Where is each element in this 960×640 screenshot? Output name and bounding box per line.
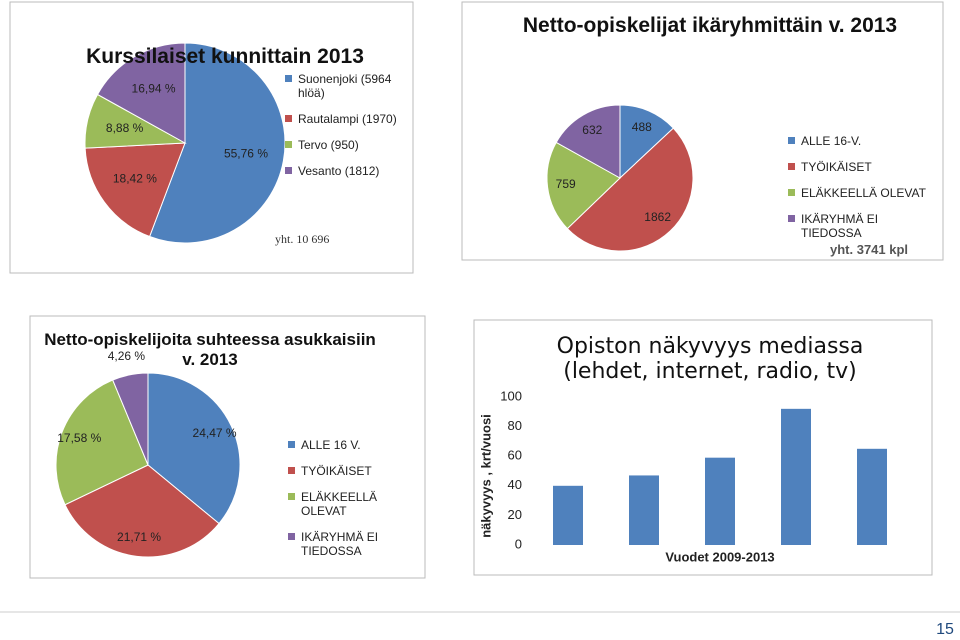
y-tick-label: 40 — [508, 477, 522, 492]
legend-label: ALLE 16-V. — [801, 134, 862, 148]
y-axis-label: näkyvyys , krt/vuosi — [478, 414, 493, 538]
pie-slice — [566, 127, 694, 252]
legend-swatch — [788, 215, 795, 222]
chart-frame — [461, 1, 944, 261]
y-tick-label: 20 — [508, 507, 522, 522]
pie-slice — [147, 372, 241, 525]
legend: ALLE 16-V. TYÖIKÄISET ELÄKKEELLÄ OLEVAT IKÄ… — [788, 134, 938, 252]
data-label: 17,58 % — [57, 431, 101, 445]
y-tick-label: 0 — [515, 536, 522, 551]
data-label: 21,71 % — [117, 530, 161, 544]
legend-entry: TYÖIKÄISET — [288, 464, 423, 478]
legend-label: Rautalampi (1970) — [298, 112, 397, 126]
x-axis-label: Vuodet 2009-2013 — [665, 549, 774, 564]
bar — [553, 485, 583, 545]
pie-slice — [555, 104, 621, 179]
data-label: 1862 — [644, 210, 671, 224]
note: yht. 3741 kpl — [830, 242, 909, 257]
data-label: 8,88 % — [106, 121, 144, 135]
legend-label: ALLE 16 V. — [301, 438, 361, 452]
legend-label: IKÄRYHMÄ EI TIEDOSSA — [801, 212, 879, 240]
legend-entry: Tervo (950) — [285, 138, 400, 152]
legend-entry: ALLE 16 V. — [288, 438, 423, 452]
data-label: 16,94 % — [132, 82, 176, 96]
legend: ALLE 16 V. TYÖIKÄISET ELÄKKEELLÄ OLEVAT IKÄ… — [288, 438, 423, 570]
legend-swatch — [285, 75, 292, 82]
pie-slice — [64, 464, 220, 558]
legend-entry: Vesanto (1812) — [285, 164, 400, 178]
y-tick-label: 100 — [500, 388, 522, 403]
bar — [629, 475, 659, 545]
legend-swatch — [788, 163, 795, 170]
legend: Suonenjoki (5964 hlöä) Rautalampi (1970) T… — [285, 72, 400, 190]
legend-swatch — [788, 137, 795, 144]
legend-swatch — [788, 189, 795, 196]
pie-slice — [619, 104, 675, 180]
bar — [781, 408, 811, 545]
pie-slice — [112, 372, 149, 466]
legend-entry: ELÄKKEELLÄ OLEVAT — [788, 186, 938, 200]
legend-swatch — [285, 141, 292, 148]
legend-entry: ALLE 16-V. — [788, 134, 938, 148]
pie-slice — [546, 141, 621, 230]
chart-title: Netto-opiskelijat ikäryhmittäin v. 2013 — [522, 14, 898, 37]
pie-slice — [96, 42, 186, 144]
data-label: 18,42 % — [113, 172, 157, 186]
chart-title: Netto-opiskelijoita suhteessa asukkaisii… — [44, 330, 376, 369]
data-label: 759 — [556, 177, 576, 191]
legend-label: ELÄKKEELLÄ OLEVAT — [801, 186, 926, 200]
data-label: 632 — [582, 123, 602, 137]
data-label: 488 — [632, 120, 652, 134]
legend-label: Vesanto (1812) — [298, 164, 380, 178]
pie-slice — [55, 379, 149, 506]
note: yht. 10 696 — [275, 232, 330, 246]
bar — [705, 457, 735, 545]
legend-swatch — [288, 533, 295, 540]
pie-slice — [84, 142, 186, 238]
legend-entry: ELÄKKEELLÄ OLEVAT — [288, 490, 423, 518]
bar — [857, 448, 887, 545]
legend-entry: Rautalampi (1970) — [285, 112, 400, 126]
y-tick-label: 80 — [508, 418, 522, 433]
legend-swatch — [288, 467, 295, 474]
legend-swatch — [285, 115, 292, 122]
legend-label: Tervo (950) — [298, 138, 359, 152]
legend-swatch — [285, 167, 292, 174]
legend-swatch — [288, 493, 295, 500]
chart-title: Opiston näkyvyys mediassa (lehdet, inter… — [556, 334, 864, 385]
page-number: 15 — [936, 621, 954, 638]
data-label: 24,47 % — [193, 426, 237, 440]
legend-swatch — [288, 441, 295, 448]
chart-frame — [473, 319, 933, 576]
legend-label: ELÄKKEELLÄ OLEVAT — [301, 490, 378, 518]
legend-entry: IKÄRYHMÄ EI TIEDOSSA — [288, 530, 423, 558]
legend-label: TYÖIKÄISET — [301, 464, 372, 478]
chart-title: Kurssilaiset kunnittain 2013 — [86, 45, 364, 68]
pie-slice — [148, 42, 286, 244]
legend-entry: Suonenjoki (5964 hlöä) — [285, 72, 400, 100]
y-tick-label: 60 — [508, 448, 522, 463]
data-label: 55,76 % — [224, 146, 268, 160]
legend-label: Suonenjoki (5964 hlöä) — [298, 72, 392, 100]
legend-label: IKÄRYHMÄ EI TIEDOSSA — [301, 530, 379, 558]
data-label: 4,26 % — [108, 349, 146, 363]
legend-entry: TYÖIKÄISET — [788, 160, 938, 174]
legend-label: TYÖIKÄISET — [801, 160, 872, 174]
legend-entry: IKÄRYHMÄ EI TIEDOSSA — [788, 212, 938, 240]
